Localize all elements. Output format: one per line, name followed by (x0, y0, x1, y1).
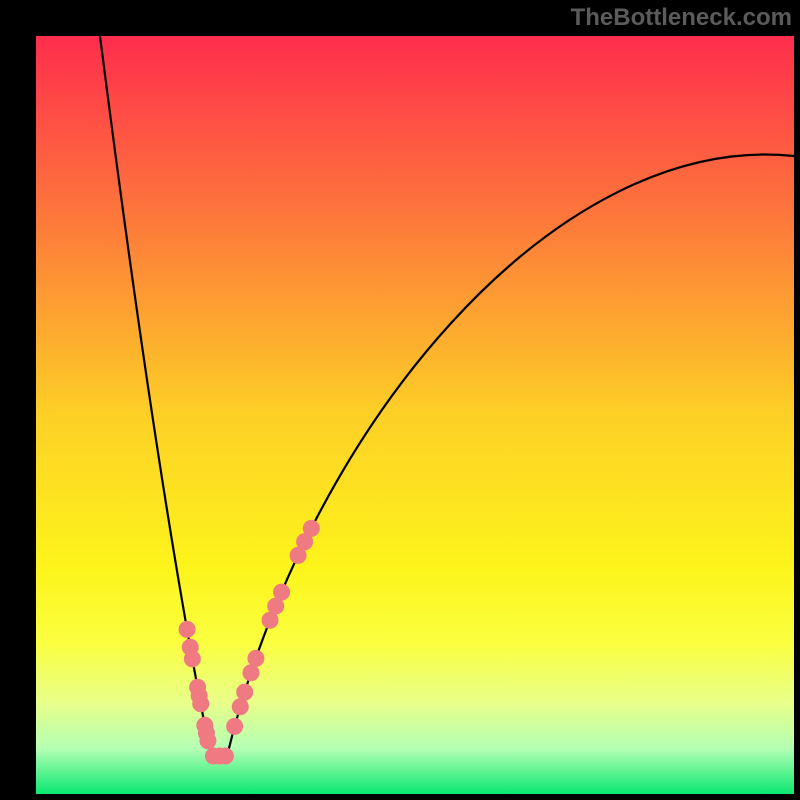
gradient-background (36, 36, 794, 794)
data-marker (274, 584, 290, 600)
data-marker (243, 665, 259, 681)
data-marker (193, 696, 209, 712)
plot-area (36, 36, 794, 794)
watermark-text: TheBottleneck.com (571, 4, 792, 32)
data-marker (227, 718, 243, 734)
data-marker (184, 651, 200, 667)
data-marker (248, 650, 264, 666)
data-marker (179, 621, 195, 637)
data-marker (262, 612, 278, 628)
data-marker (217, 748, 233, 764)
data-marker (200, 733, 216, 749)
data-marker (303, 520, 319, 536)
data-marker (237, 684, 253, 700)
data-marker (232, 699, 248, 715)
bottleneck-curve-chart (36, 36, 794, 794)
